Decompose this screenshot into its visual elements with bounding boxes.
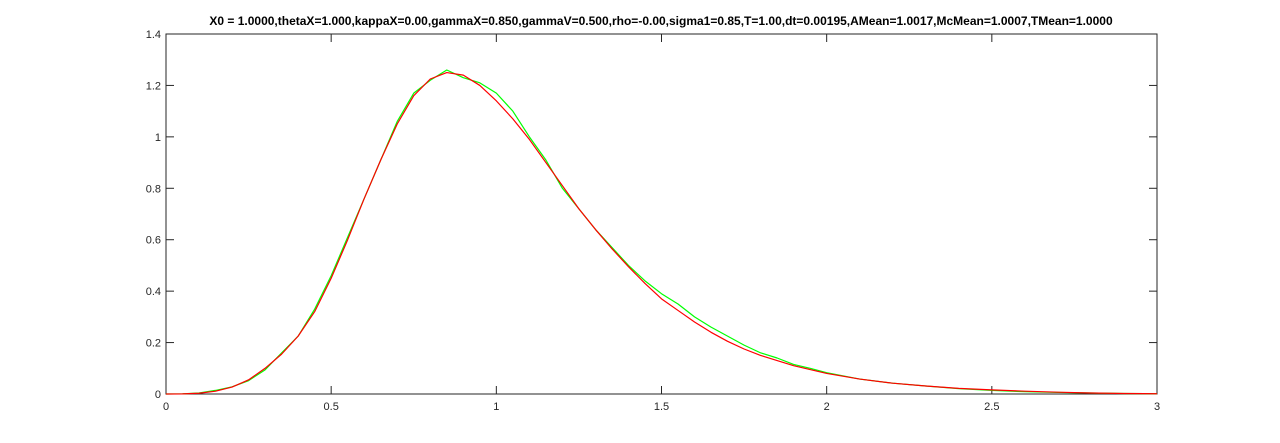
- y-tick-label: 0.8: [146, 183, 161, 195]
- y-tick-label: 1.4: [146, 29, 161, 41]
- y-tick-label: 1: [155, 132, 161, 144]
- axis-ticks: 0 0.5 1 1.5 2 2.5 3 0 0.2 0.4 0.6 0.8 1 1.2 1.4: [146, 29, 1160, 413]
- y-tick-label: 0.6: [146, 235, 161, 247]
- x-tick-label: 1: [493, 401, 499, 413]
- y-tick-label: 0.2: [146, 338, 161, 350]
- y-tick-label: 1.2: [146, 80, 161, 92]
- x-tick-label: 0: [163, 401, 169, 413]
- series-layer: [165, 69, 1158, 395]
- x-tick-label: 0.5: [324, 401, 339, 413]
- chart-title: X0 = 1.0000,thetaX=1.000,kappaX=0.00,gam…: [209, 14, 1113, 28]
- x-tick-label: 1.5: [654, 401, 669, 413]
- plot-area: [165, 33, 1158, 395]
- y-tick-label: 0.4: [146, 286, 161, 298]
- x-tick-label: 3: [1154, 401, 1160, 413]
- series-line-2: [165, 71, 1158, 395]
- x-tick-label: 2: [824, 401, 830, 413]
- y-tick-label: 0: [155, 389, 161, 401]
- x-tick-label: 2.5: [984, 401, 999, 413]
